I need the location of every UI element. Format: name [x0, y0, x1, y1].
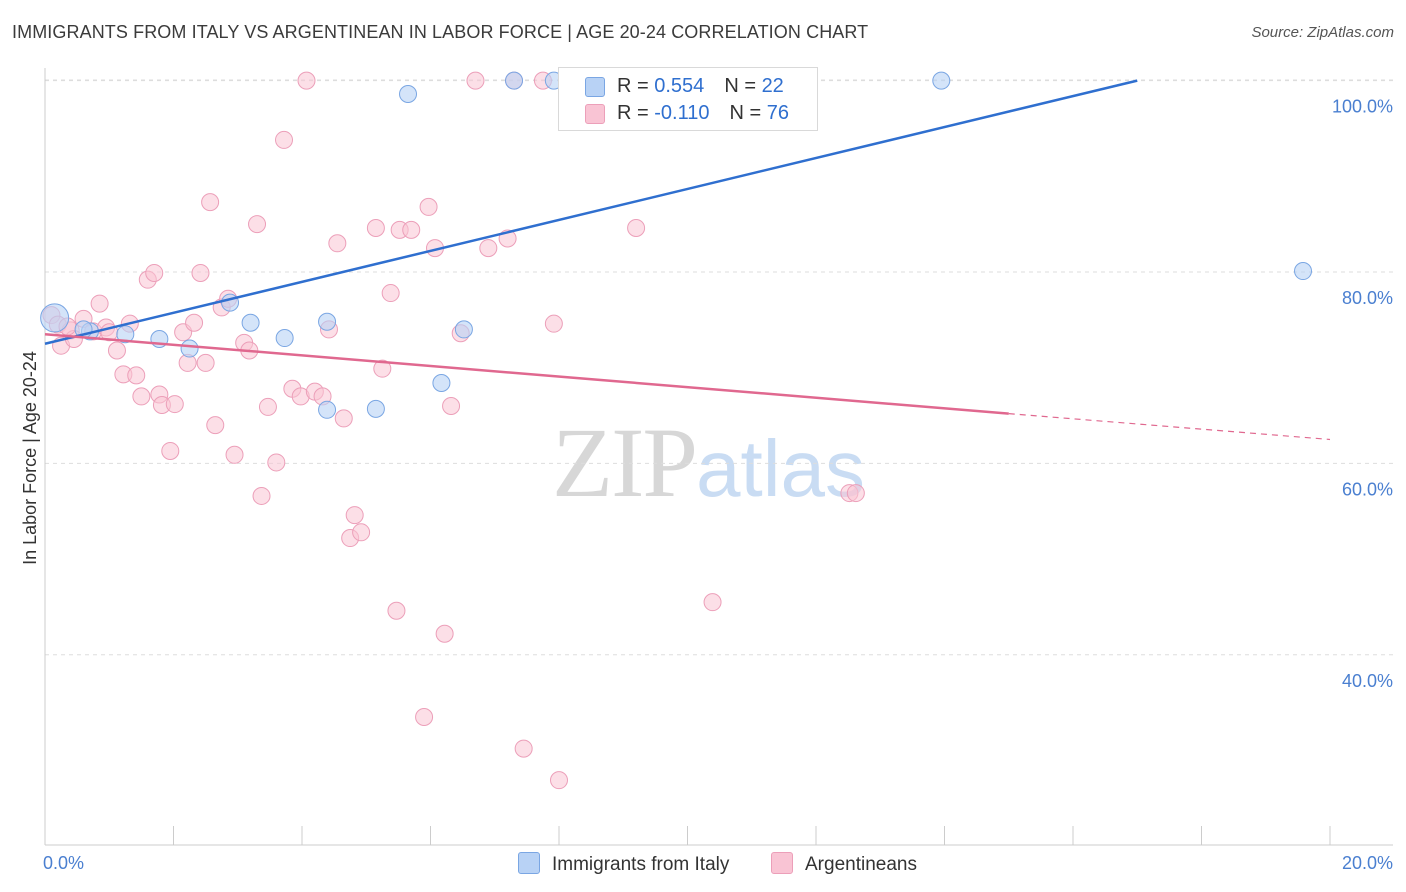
tick-labels: 40.0% 60.0% 80.0% 100.0% 0.0% 20.0% In Labor F… — [20, 97, 1393, 873]
argentinean-point — [334, 409, 353, 428]
argentinean-point — [366, 218, 385, 237]
argentinean-point — [90, 294, 109, 313]
bottom-arg-label: Argentineans — [805, 854, 917, 875]
argentinean-point — [387, 601, 406, 620]
argentinean-point — [248, 215, 267, 234]
legend-italy-r-label: R = — [617, 75, 655, 97]
argentinean-point — [165, 395, 184, 414]
legend-arg-r-label: R = — [617, 102, 655, 124]
argentinean-point — [132, 387, 151, 406]
chart-title: IMMIGRANTS FROM ITALY VS ARGENTINEAN IN … — [12, 22, 869, 42]
italy-point — [318, 400, 337, 419]
watermark-zip: ZIP — [552, 407, 698, 518]
bottom-italy-label: Immigrants from Italy — [552, 854, 730, 875]
trend-lines — [44, 79, 1331, 441]
italy-point — [40, 303, 70, 333]
y-axis-title: In Labor Force | Age 20-24 — [20, 351, 40, 565]
italy-point — [932, 71, 951, 90]
argentinean-point — [267, 453, 286, 472]
argentineans-points — [42, 71, 865, 790]
argentinean-point — [252, 486, 271, 505]
italy-point — [241, 313, 260, 332]
legend-italy-n-label: N = — [724, 75, 762, 97]
argentinean-point — [627, 218, 646, 237]
bottom-legend-argentinean: Argentineans — [771, 852, 917, 876]
stats-legend: R = 0.554 N = 22 R = -0.110 N = 76 — [558, 67, 818, 131]
y-tick-label: 100.0% — [1332, 97, 1393, 117]
argentinean-point — [345, 506, 364, 525]
bottom-arg-swatch — [771, 852, 793, 874]
source-label: Source: ZipAtlas.com — [1251, 24, 1394, 41]
argentinean-point — [352, 523, 371, 542]
argentinean-point — [107, 341, 126, 360]
watermark-atlas: atlas — [696, 424, 865, 513]
italy-point — [318, 312, 337, 331]
italy-point — [505, 71, 524, 90]
argentinean-point — [206, 416, 225, 435]
legend-italy-text: R = 0.554 N = 22 — [617, 75, 784, 98]
argentinean-point — [275, 130, 294, 149]
argentinean-point — [442, 396, 461, 415]
argentinean-point — [419, 197, 438, 216]
y-tick-label: 40.0% — [1342, 671, 1393, 691]
argentinean-point — [258, 397, 277, 416]
bottom-italy-swatch — [518, 852, 540, 874]
argentinean-point — [415, 708, 434, 727]
y-tick-label: 80.0% — [1342, 288, 1393, 308]
argentinean-point — [846, 484, 865, 503]
argentinean-point — [161, 441, 180, 460]
legend-arg-text: R = -0.110 N = 76 — [617, 102, 789, 125]
legend-arg-r-value: -0.110 — [654, 102, 710, 124]
argentinean-trend-extension — [1008, 413, 1331, 441]
argentinean-point — [703, 593, 722, 612]
argentinean-point — [297, 71, 316, 90]
argentinean-point — [514, 739, 533, 758]
argentinean-point — [191, 263, 210, 282]
italy-point — [1294, 262, 1313, 281]
legend-arg-n-label: N = — [729, 102, 767, 124]
argentinean-point — [145, 263, 164, 282]
italy-point — [366, 399, 385, 418]
italy-trend-line — [44, 79, 1138, 345]
argentinean-point — [550, 771, 568, 790]
argentinean-point — [185, 313, 204, 332]
argentinean-point — [381, 284, 400, 303]
argentinean-swatch — [585, 104, 605, 124]
legend-arg-n-value: 76 — [766, 102, 789, 124]
watermark: ZIPatlas — [552, 405, 865, 520]
italy-point — [432, 374, 451, 393]
italy-point — [399, 84, 418, 103]
argentinean-point — [435, 624, 454, 643]
italy-point — [275, 329, 294, 348]
legend-italy-n-value: 22 — [761, 75, 784, 97]
grid — [45, 79, 1395, 656]
argentinean-point — [201, 193, 220, 212]
italy-swatch — [585, 77, 605, 97]
argentinean-point — [373, 359, 392, 378]
legend-italy-r-value: 0.554 — [654, 75, 705, 97]
y-tick-label: 60.0% — [1342, 479, 1393, 499]
italy-point — [454, 320, 473, 339]
argentinean-trend-line — [44, 332, 1009, 415]
argentinean-point — [479, 239, 498, 258]
argentinean-point — [402, 220, 421, 239]
argentinean-point — [544, 314, 563, 333]
axes — [44, 68, 1393, 846]
x-tick-label: 20.0% — [1342, 853, 1393, 873]
italy-point — [180, 339, 199, 358]
x-tick-label: 0.0% — [43, 853, 84, 873]
argentinean-point — [127, 366, 146, 385]
argentinean-point — [466, 71, 485, 90]
argentinean-point — [328, 234, 347, 253]
argentinean-point — [225, 445, 244, 464]
argentinean-point — [196, 353, 215, 372]
bottom-legend-italy: Immigrants from Italy — [518, 852, 729, 876]
